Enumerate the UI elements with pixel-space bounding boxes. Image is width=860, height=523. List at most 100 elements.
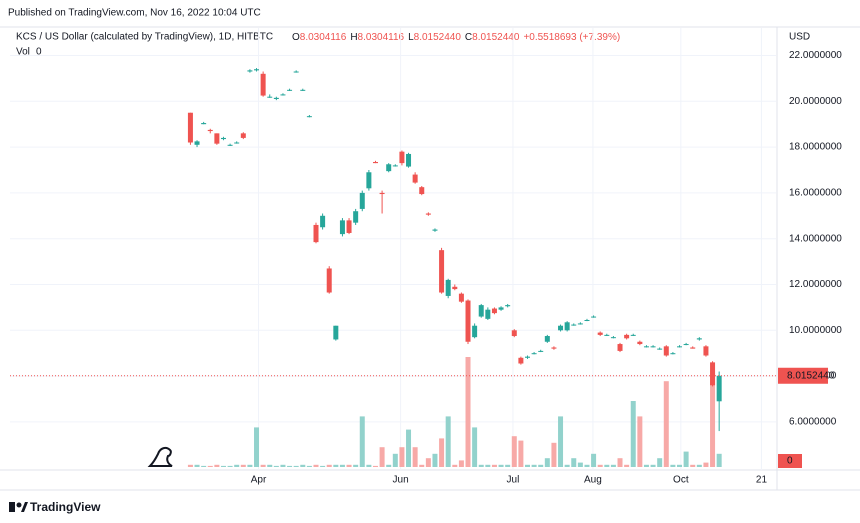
volume-bar <box>220 465 226 467</box>
candle-body <box>505 305 511 307</box>
last-price-box <box>778 367 828 384</box>
candle-body <box>690 347 696 349</box>
volume-bar <box>234 464 240 467</box>
legend-key: O <box>292 32 300 43</box>
last-volume-box <box>778 454 802 468</box>
candle-body <box>346 220 352 233</box>
volume-bar <box>584 464 590 467</box>
volume-bar <box>439 438 445 467</box>
candle-body <box>485 309 491 319</box>
volume-bar <box>247 464 253 467</box>
volume-bar <box>379 447 385 467</box>
volume-bar <box>491 464 497 467</box>
candle-body <box>643 346 649 348</box>
candle-body <box>531 353 537 355</box>
brand: TradingView <box>30 500 101 514</box>
candle-body <box>478 305 484 317</box>
candle-body <box>432 229 438 231</box>
y-tick-label: 20.0000000 <box>789 96 842 107</box>
candle-body <box>439 250 445 293</box>
volume-bar <box>617 458 623 467</box>
x-tick-label: 21 <box>756 475 768 486</box>
y-tick-label: 6.0000000 <box>789 417 837 428</box>
legend-key: C <box>465 32 472 43</box>
legend-value: 8.0152440 <box>472 32 520 43</box>
candle-body <box>240 133 246 138</box>
volume-bar <box>604 464 610 467</box>
volume-bar <box>452 464 458 467</box>
volume-bar <box>558 416 564 467</box>
candle-body <box>472 325 478 338</box>
last-price-label: 8.0152440 <box>787 370 835 381</box>
candle-body <box>630 334 636 336</box>
volume-bar <box>564 464 570 467</box>
candle-body <box>187 112 193 143</box>
candle-body <box>624 334 630 339</box>
volume-bar <box>485 464 491 467</box>
candle-body <box>412 174 418 183</box>
candle-body <box>201 123 207 125</box>
volume-bar <box>320 465 326 467</box>
volume-bar <box>677 464 683 467</box>
volume-bar <box>465 357 471 467</box>
volume-bar <box>300 464 306 467</box>
volume-bar <box>643 464 649 467</box>
legend-value: 8.0304116 <box>358 32 405 43</box>
candle-body <box>406 153 412 167</box>
volume-bar <box>630 401 636 467</box>
y-tick-label: 14.0000000 <box>789 233 842 244</box>
candle-body <box>313 224 319 243</box>
candle-body <box>544 336 550 342</box>
candle-body <box>452 286 458 290</box>
candle-body <box>518 357 524 364</box>
candle-body <box>333 325 339 340</box>
volume-bar <box>498 464 504 467</box>
volume-bar <box>227 465 233 467</box>
candle-body <box>386 164 392 172</box>
volume-bar <box>544 458 550 467</box>
candle-body <box>710 362 716 386</box>
candle-body <box>273 97 279 99</box>
candle-body <box>300 89 306 91</box>
volume-bar <box>353 464 359 467</box>
candle-body <box>194 141 200 145</box>
volume-bar <box>406 429 412 467</box>
volume-bar <box>366 464 372 467</box>
published-note: Published on TradingView.com, Nov 16, 20… <box>8 8 261 19</box>
volume-bar <box>260 464 266 467</box>
volume-bar <box>432 453 438 467</box>
volume-bar <box>201 465 207 467</box>
candle-body <box>320 215 326 228</box>
candle-body <box>604 334 610 336</box>
candle-body <box>551 347 557 349</box>
candle-body <box>280 94 286 96</box>
candle-body <box>564 322 570 331</box>
candle-body <box>597 332 603 335</box>
candle-body <box>260 73 266 96</box>
volume-bar <box>531 464 537 467</box>
volume-bar <box>577 462 583 467</box>
candle-body <box>670 353 676 355</box>
volume-bar <box>306 465 312 467</box>
volume-bar <box>524 464 530 467</box>
volume-bar <box>386 464 392 467</box>
candle-body <box>677 346 683 348</box>
volume-bar <box>703 462 709 467</box>
x-tick-label: Aug <box>584 475 602 486</box>
chart-title: KCS / US Dollar (calculated by TradingVi… <box>16 32 273 43</box>
legend-change: +0.5518693 (+7.39%) <box>523 32 620 43</box>
volume-bar <box>346 464 352 467</box>
volume-bar <box>458 460 464 467</box>
legend-value: 8.0304116 <box>300 32 347 43</box>
volume-bar <box>538 464 544 467</box>
volume-bar <box>716 453 722 467</box>
volume-bar <box>419 464 425 467</box>
candle-body <box>465 300 471 342</box>
volume-bar <box>339 464 345 467</box>
volume-bar <box>624 464 630 467</box>
candle-body <box>524 356 530 358</box>
volume-bar <box>696 464 702 467</box>
volume-bar <box>399 447 405 467</box>
